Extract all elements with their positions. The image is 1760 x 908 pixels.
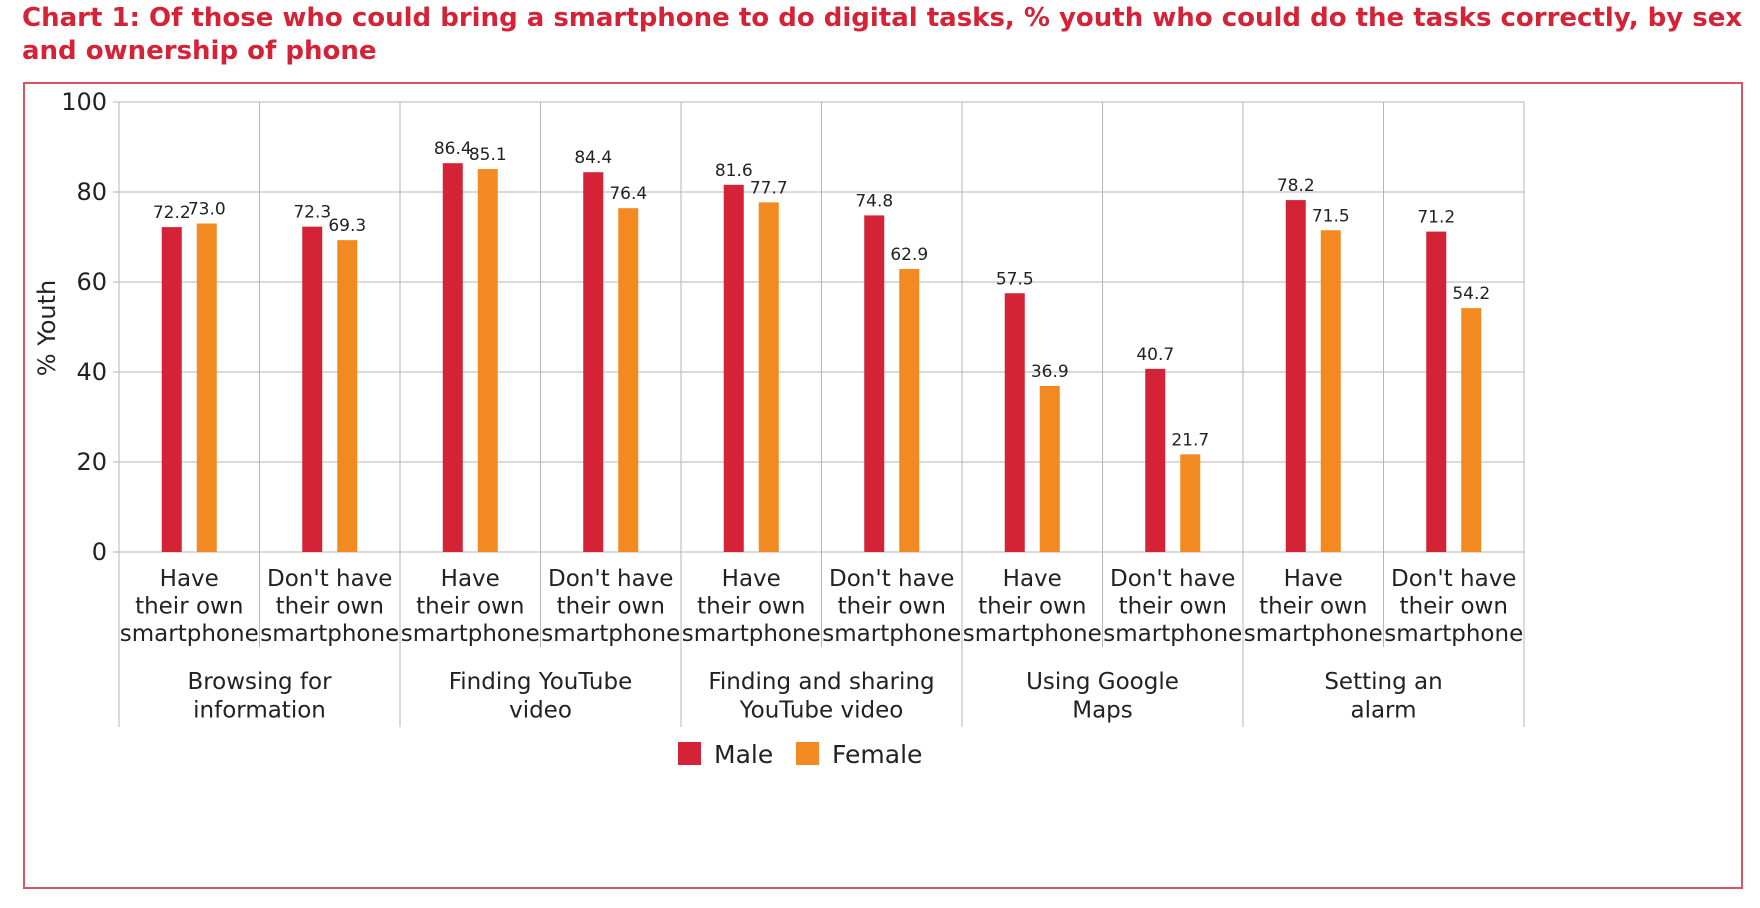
subcategory-label: their own <box>1400 594 1508 620</box>
subcategory-label: smartphone <box>260 621 399 647</box>
value-label: 62.9 <box>890 245 928 265</box>
bar-male-5 <box>864 215 885 552</box>
subcategory-label: Have <box>160 566 219 592</box>
value-label: 73.0 <box>188 200 226 220</box>
y-tick-label: 60 <box>76 268 107 296</box>
y-tick-label: 0 <box>92 538 107 566</box>
bar-male-9 <box>1426 231 1447 552</box>
subcategory-label: their own <box>276 594 384 620</box>
legend-label-female: Female <box>832 740 922 769</box>
group-label: YouTube video <box>739 698 904 724</box>
group-label: Maps <box>1072 698 1133 724</box>
value-label: 54.2 <box>1452 284 1490 304</box>
subcategory-label: their own <box>838 594 946 620</box>
subcategory-label: their own <box>697 594 805 620</box>
value-label: 78.2 <box>1277 176 1315 196</box>
subcategory-label: Don't have <box>1110 566 1235 592</box>
value-label: 77.7 <box>750 178 788 198</box>
subcategory-label: smartphone <box>401 621 540 647</box>
subcategory-label: their own <box>557 594 665 620</box>
subcategory-label: their own <box>416 594 524 620</box>
subcategory-label: Don't have <box>1391 566 1516 592</box>
group-label: Using Google <box>1026 669 1179 695</box>
value-label: 72.2 <box>153 203 191 223</box>
subcategory-label: smartphone <box>1244 621 1383 647</box>
y-tick-label: 40 <box>76 358 107 386</box>
bar-male-0 <box>161 227 182 552</box>
group-label: alarm <box>1350 698 1416 724</box>
y-tick-labels: 0 20 40 60 80 100 <box>61 88 107 566</box>
value-label: 74.8 <box>855 191 893 211</box>
value-label: 71.2 <box>1417 208 1455 228</box>
value-label: 40.7 <box>1136 345 1174 365</box>
bar-male-1 <box>302 226 323 552</box>
value-label: 21.7 <box>1171 430 1209 450</box>
value-label: 57.5 <box>996 269 1034 289</box>
bars <box>161 163 1482 553</box>
bar-male-6 <box>1004 293 1025 552</box>
bar-female-0 <box>196 223 217 552</box>
bar-male-8 <box>1285 200 1306 552</box>
value-label: 69.3 <box>328 216 366 236</box>
group-label: information <box>193 698 326 724</box>
bar-male-2 <box>442 163 463 552</box>
subcategory-label: smartphone <box>682 621 821 647</box>
bar-male-7 <box>1145 368 1166 552</box>
subcategory-label: their own <box>1259 594 1367 620</box>
bar-female-5 <box>899 268 920 552</box>
bar-female-2 <box>477 169 498 553</box>
chart-frame <box>23 82 1743 889</box>
legend-label-male: Male <box>714 740 773 769</box>
value-label: 81.6 <box>715 161 753 181</box>
bar-female-8 <box>1320 230 1341 552</box>
value-label: 85.1 <box>469 145 507 165</box>
y-tick-label: 80 <box>76 178 107 206</box>
subcategory-label: smartphone <box>120 621 259 647</box>
subcategory-label: smartphone <box>963 621 1102 647</box>
y-tick-label: 20 <box>76 448 107 476</box>
bar-female-1 <box>337 240 358 552</box>
subcategory-label: Don't have <box>267 566 392 592</box>
bar-female-3 <box>618 208 639 552</box>
group-label: video <box>509 698 572 724</box>
y-tick-label: 100 <box>61 88 107 116</box>
group-label: Finding YouTube <box>449 669 633 695</box>
subcategory-label: Have <box>1284 566 1343 592</box>
subcategory-label: smartphone <box>822 621 961 647</box>
bar-female-6 <box>1039 385 1060 552</box>
value-label: 84.4 <box>574 148 612 168</box>
value-labels: 72.2 72.3 86.4 84.4 81.6 74.8 57.5 40.7 78.2 71.2… <box>153 139 1490 450</box>
legend-swatch-female <box>796 742 819 765</box>
subcategory-label: Have <box>722 566 781 592</box>
subcategory-label: their own <box>135 594 243 620</box>
subcategory-label: smartphone <box>541 621 680 647</box>
legend: Male Female <box>678 740 922 769</box>
subcategory-label: their own <box>978 594 1086 620</box>
subcategory-label: Have <box>1003 566 1062 592</box>
subcategory-label: Have <box>441 566 500 592</box>
bar-male-3 <box>583 172 604 552</box>
group-label: Browsing for <box>187 669 332 695</box>
bar-female-4 <box>758 202 779 552</box>
value-label: 72.3 <box>293 203 331 223</box>
subcategory-label: Don't have <box>548 566 673 592</box>
subcategory-label: smartphone <box>1384 621 1523 647</box>
bar-female-7 <box>1180 454 1201 552</box>
bar-male-4 <box>723 184 744 553</box>
value-label: 76.4 <box>609 184 647 204</box>
subcategory-label: their own <box>1119 594 1227 620</box>
subcategory-label: Don't have <box>829 566 954 592</box>
group-label: Finding and sharing <box>708 669 934 695</box>
value-label: 86.4 <box>434 139 472 159</box>
value-label: 36.9 <box>1031 362 1069 382</box>
subcategory-label: smartphone <box>1103 621 1242 647</box>
value-label: 71.5 <box>1312 206 1350 226</box>
group-label: Setting an <box>1324 669 1442 695</box>
legend-swatch-male <box>678 742 701 765</box>
bar-female-9 <box>1461 308 1482 552</box>
chart-title: Chart 1: Of those who could bring a smar… <box>22 3 1743 66</box>
y-axis-label: % Youth <box>33 280 61 376</box>
